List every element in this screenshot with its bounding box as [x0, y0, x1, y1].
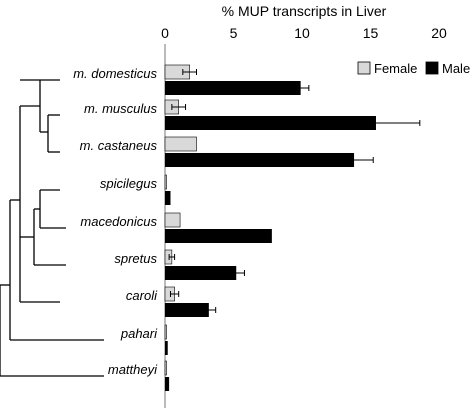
species-label: caroli — [126, 288, 158, 303]
male-bar — [165, 266, 237, 280]
chart-title: % MUP transcripts in Liver — [222, 3, 387, 19]
legend-swatch-male — [425, 61, 439, 75]
female-bar — [164, 174, 167, 190]
species-label: mattheyi — [108, 362, 158, 377]
species-label: spicilegus — [100, 176, 158, 191]
male-bar — [165, 116, 376, 130]
male-bar — [165, 81, 301, 95]
x-tick-label: 20 — [431, 25, 447, 41]
male-bar — [165, 341, 168, 355]
female-bar — [164, 360, 167, 376]
female-bar — [164, 324, 167, 340]
legend-swatch-female — [357, 61, 371, 75]
x-tick-label: 5 — [230, 25, 238, 41]
male-bar — [165, 191, 171, 205]
male-bar — [165, 153, 355, 167]
species-label: m. castaneus — [80, 138, 158, 153]
x-tick-label: 15 — [363, 25, 379, 41]
species-label: spretus — [114, 251, 157, 266]
male-bar — [165, 303, 209, 317]
legend-label-male: Male — [442, 61, 470, 76]
x-tick-label: 0 — [161, 25, 169, 41]
species-label: macedonicus — [80, 214, 157, 229]
x-tick-label: 10 — [294, 25, 310, 41]
legend-label-female: Female — [374, 61, 417, 76]
legend: Female Male — [357, 61, 470, 76]
x-axis-ticks: 0 5 10 15 20 — [161, 25, 447, 41]
species-label: m. domesticus — [73, 66, 157, 81]
phylogenetic-tree — [0, 79, 104, 377]
species-labels: m. domesticus m. musculus m. castaneus spic… — [73, 66, 158, 377]
male-bar — [165, 229, 272, 243]
male-bar — [165, 377, 170, 391]
female-bar — [164, 212, 181, 228]
species-label: m. musculus — [84, 101, 157, 116]
bars — [164, 64, 421, 391]
female-bar — [164, 136, 197, 152]
species-label: pahari — [120, 326, 158, 341]
